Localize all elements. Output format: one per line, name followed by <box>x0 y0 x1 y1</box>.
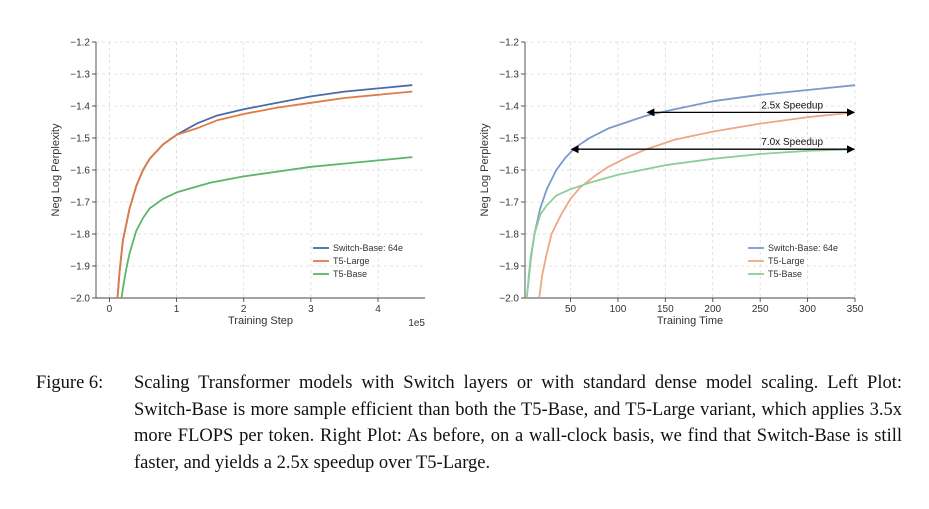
annotation-arrow-head-left <box>570 145 579 154</box>
right-x-tick-label: 150 <box>657 304 674 315</box>
left-y-tick-label: −1.6 <box>70 166 90 177</box>
left-y-tick-label: −1.8 <box>70 230 90 241</box>
right-y-tick-label: −2.0 <box>499 294 519 305</box>
left-legend-label-1: T5-Large <box>333 256 370 266</box>
right-y-tick-label: −1.5 <box>499 134 519 145</box>
caption-label: Figure 6: <box>36 373 104 393</box>
left-y-tick-label: −1.5 <box>70 134 90 145</box>
left-series-group <box>116 84 413 298</box>
annotation-arrow-head-right <box>847 108 855 117</box>
annotation-label: 2.5x Speedup <box>761 100 823 111</box>
left-series-line-1 <box>116 90 413 298</box>
left-x-tick-label: 2 <box>241 304 247 315</box>
left-legend-label-0: Switch-Base: 64e <box>333 243 403 253</box>
left-x-tick-label: 1 <box>174 304 180 315</box>
left-x-tick-label: 4 <box>375 304 381 315</box>
right-legend-label-0: Switch-Base: 64e <box>768 243 838 253</box>
left-x-tick-label: 3 <box>308 304 314 315</box>
left-y-tick-label: −1.2 <box>70 38 90 49</box>
left-y-tick-label: −1.7 <box>70 198 90 209</box>
right-y-tick-label: −1.2 <box>499 38 519 49</box>
left-y-tick-label: −2.0 <box>70 294 90 305</box>
left-grid <box>96 41 425 299</box>
right-plot: 50 100 150 200 250 300 350 −2.0 −1.9 −1.8 −1.7 −1.6… <box>465 0 929 350</box>
right-legend-label-2: T5-Base <box>768 269 802 279</box>
right-x-tick-label: 200 <box>704 304 721 315</box>
left-series-line-2 <box>120 156 413 298</box>
left-x-tick-label: 0 <box>107 304 113 315</box>
left-y-tick-label: −1.3 <box>70 70 90 81</box>
left-x-axis-label: Training Step <box>228 315 293 327</box>
right-y-tick-label: −1.7 <box>499 198 519 209</box>
annotation-arrow-head-right <box>847 145 855 154</box>
right-series-group <box>526 84 855 298</box>
right-x-axis-label: Training Time <box>657 315 723 327</box>
left-plot-svg: 0 1 2 3 4 −2.0 −1.9 −1.8 −1.7 −1.6 −1.5 −1.4 −1.3 −1.… <box>50 38 425 330</box>
left-y-tick-label: −1.4 <box>70 102 90 113</box>
right-series-line-1 <box>538 111 855 298</box>
left-legend: Switch-Base: 64e T5-Large T5-Base <box>313 243 403 279</box>
annotation-label: 7.0x Speedup <box>761 137 823 148</box>
right-annotation-1: 7.0x Speedup <box>570 137 855 154</box>
right-series-line-0 <box>526 84 855 290</box>
left-y-tick-label: −1.9 <box>70 262 90 273</box>
right-x-tick-label: 300 <box>799 304 816 315</box>
right-grid <box>525 41 856 299</box>
left-y-axis-label: Neg Log Perplexity <box>50 123 62 216</box>
right-y-tick-label: −1.3 <box>499 70 519 81</box>
right-plot-svg: 50 100 150 200 250 300 350 −2.0 −1.9 −1.8 −1.7 −1.6… <box>479 38 864 328</box>
right-y-tick-label: −1.8 <box>499 230 519 241</box>
right-y-tick-label: −1.4 <box>499 102 519 113</box>
annotation-arrow-head-left <box>646 108 655 117</box>
right-y-tick-label: −1.6 <box>499 166 519 177</box>
figure-caption: Figure 6: Scaling Transformer models wit… <box>36 370 902 476</box>
right-x-tick-label: 250 <box>752 304 769 315</box>
right-legend: Switch-Base: 64e T5-Large T5-Base <box>748 243 838 279</box>
caption-text: Scaling Transformer models with Switch l… <box>134 373 902 473</box>
left-plot: 0 1 2 3 4 −2.0 −1.9 −1.8 −1.7 −1.6 −1.5 −1.4 −1.3 −1.… <box>0 0 465 350</box>
right-x-tick-label: 50 <box>565 304 577 315</box>
right-series-line-2 <box>526 148 855 298</box>
right-x-tick-label: 100 <box>610 304 627 315</box>
left-legend-label-2: T5-Base <box>333 269 367 279</box>
left-x-offset-text: 1e5 <box>408 318 425 329</box>
right-x-tick-label: 350 <box>847 304 864 315</box>
right-legend-label-1: T5-Large <box>768 256 805 266</box>
right-y-axis-label: Neg Log Perplexity <box>479 123 491 216</box>
right-y-tick-label: −1.9 <box>499 262 519 273</box>
right-annotation-0: 2.5x Speedup <box>646 100 855 117</box>
